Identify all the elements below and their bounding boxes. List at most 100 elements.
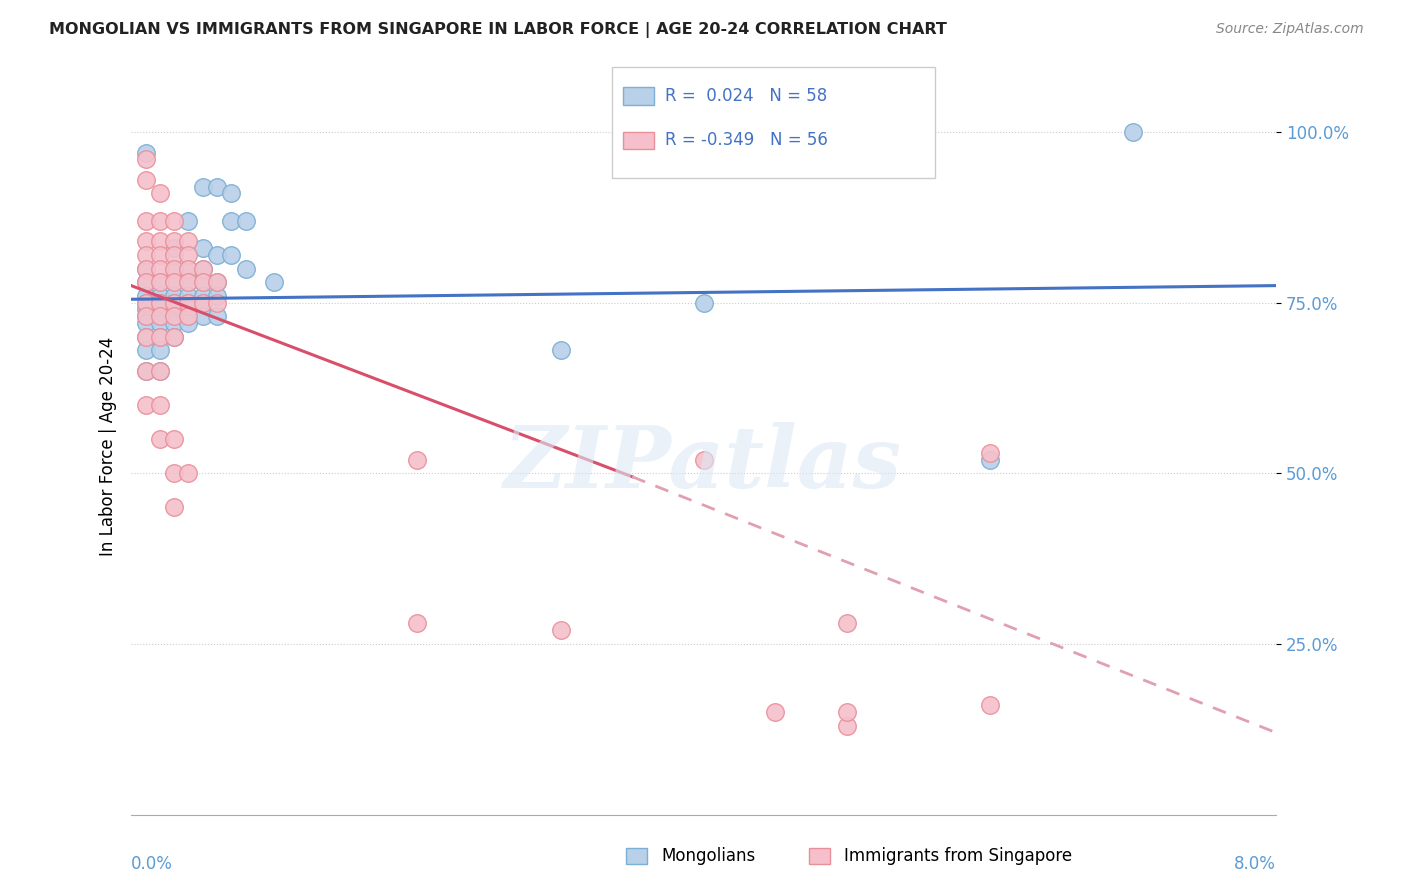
Text: R =  0.024   N = 58: R = 0.024 N = 58 [665,87,827,105]
Text: ZIPatlas: ZIPatlas [503,422,903,506]
Text: 8.0%: 8.0% [1234,855,1277,872]
Point [205,275,228,289]
Point [163,295,186,310]
Point [177,261,200,276]
Point [135,310,157,324]
Point [149,275,172,289]
Point [135,153,157,167]
Point [177,248,200,262]
Point [135,275,157,289]
Point [235,261,257,276]
Point [163,467,186,481]
Point [163,295,186,310]
Point [163,275,186,289]
Point [163,261,186,276]
Point [135,343,157,358]
Point [177,302,200,317]
Point [149,330,172,344]
Point [135,145,157,160]
Point [135,364,157,378]
Point [406,452,429,467]
Text: MONGOLIAN VS IMMIGRANTS FROM SINGAPORE IN LABOR FORCE | AGE 20-24 CORRELATION CH: MONGOLIAN VS IMMIGRANTS FROM SINGAPORE I… [49,22,948,38]
Point [177,310,200,324]
Y-axis label: In Labor Force | Age 20-24: In Labor Force | Age 20-24 [100,336,117,556]
Point [263,275,285,289]
Point [550,624,572,638]
Point [135,330,157,344]
Point [835,705,858,719]
Point [763,705,786,719]
Point [135,248,157,262]
Point [163,241,186,255]
Point [149,289,172,303]
Point [235,213,257,227]
Point [135,330,157,344]
Point [979,446,1001,460]
Point [221,186,243,201]
Point [149,432,172,446]
Point [149,343,172,358]
Point [1122,125,1144,139]
Point [163,234,186,248]
Point [177,261,200,276]
Point [205,310,228,324]
Point [135,261,157,276]
Point [979,698,1001,713]
Point [163,289,186,303]
Point [135,234,157,248]
Point [191,289,214,303]
Point [163,248,186,262]
Text: R = -0.349   N = 56: R = -0.349 N = 56 [665,131,828,150]
Point [177,295,200,310]
Point [163,330,186,344]
Point [177,289,200,303]
Point [177,316,200,330]
Point [177,467,200,481]
Point [692,295,714,310]
Point [135,261,157,276]
Point [149,213,172,227]
Point [191,275,214,289]
Point [135,173,157,187]
Point [135,398,157,412]
Point [149,310,172,324]
Text: Immigrants from Singapore: Immigrants from Singapore [844,847,1073,864]
Point [163,500,186,515]
Text: Mongolians: Mongolians [661,847,756,864]
Point [835,616,858,631]
Point [979,452,1001,467]
Point [149,248,172,262]
Text: Source: ZipAtlas.com: Source: ZipAtlas.com [1216,22,1364,37]
Point [205,295,228,310]
Point [163,302,186,317]
Point [835,719,858,733]
Point [149,275,172,289]
Point [177,213,200,227]
Point [163,213,186,227]
Point [550,343,572,358]
Point [177,295,200,310]
Point [191,261,214,276]
Point [205,248,228,262]
Point [191,295,214,310]
Point [149,330,172,344]
Point [149,295,172,310]
Point [177,310,200,324]
Point [149,186,172,201]
Point [149,364,172,378]
Point [135,289,157,303]
Point [191,179,214,194]
Point [135,316,157,330]
Point [177,234,200,248]
Point [135,364,157,378]
Point [149,234,172,248]
Point [191,295,214,310]
Point [135,295,157,310]
Point [135,213,157,227]
Point [406,616,429,631]
Point [205,275,228,289]
Point [163,432,186,446]
Point [205,179,228,194]
Point [221,213,243,227]
Point [135,295,157,310]
